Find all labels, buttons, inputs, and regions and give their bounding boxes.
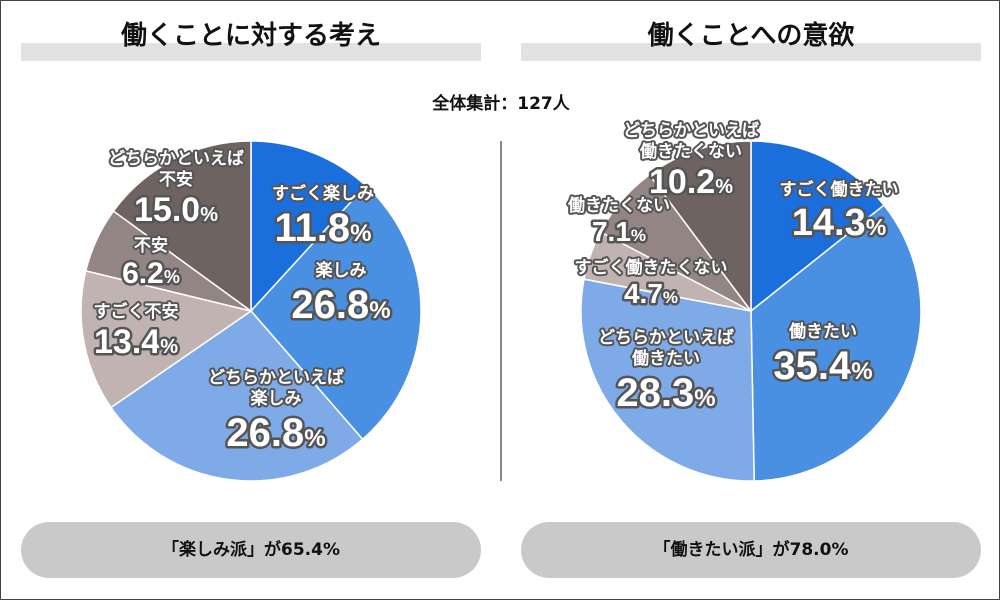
pie-slice <box>750 204 922 482</box>
slice-label: 楽しみ <box>316 260 367 281</box>
slice-value-label: 13.4% <box>94 323 178 361</box>
slice-value-label: 28.3% <box>616 371 715 415</box>
slice-value-label: 6.2% <box>122 257 180 290</box>
slice-label: 働きたい <box>631 348 700 369</box>
pie-slice <box>112 140 252 313</box>
pie-slice <box>249 184 422 441</box>
slice-value-label: 11.8% <box>275 206 372 250</box>
pie-slice <box>109 310 364 482</box>
slice-value-label: 7.1% <box>592 216 646 247</box>
slice-label: どちらかといえば <box>108 149 244 169</box>
slice-label: すごく楽しみ <box>272 183 374 204</box>
slice-value-label: 26.8% <box>291 283 390 327</box>
pie-slice <box>250 140 367 313</box>
slice-label: すごく働きたい <box>780 179 899 200</box>
slice-label: 不安 <box>159 169 193 190</box>
slice-value-label: 15.0% <box>134 191 218 229</box>
slice-label: すごく不安 <box>94 301 179 322</box>
pie-slice <box>80 269 253 409</box>
slice-label: 働きたくない <box>639 141 742 162</box>
right-title-underline <box>521 43 981 61</box>
slice-value-label: 35.4% <box>773 344 872 388</box>
total-respondents-label: 全体集計：127人 <box>432 94 570 114</box>
left-chart-title: 働くことに対する考え <box>120 21 381 51</box>
slice-value-label: 14.3% <box>792 202 886 244</box>
slice-label: 不安 <box>134 235 168 256</box>
slice-value-label: 10.2% <box>649 163 733 201</box>
slice-label: どちらかといえば <box>623 121 759 141</box>
pie-slice <box>750 140 886 313</box>
right-summary-pill: 「働きたい派」が78.0% <box>521 522 981 578</box>
right-chart-title: 働くことへの意欲 <box>647 21 855 51</box>
slice-label: 働きたくない <box>567 195 670 216</box>
left-pie-chart: すごく楽しみ11.8%楽しみ26.8%どちらかといえば楽しみ26.8%すごく不安… <box>80 140 422 482</box>
chart-divider <box>500 141 502 481</box>
slice-value-label: 4.7% <box>624 278 678 309</box>
pie-slice <box>648 140 752 314</box>
left-summary-pill: 「楽しみ派」が65.4% <box>21 522 481 578</box>
slice-value-label: 26.8% <box>226 411 325 455</box>
right-pie-chart: すごく働きたい14.3%働きたい35.4%どちらかといえば働きたい28.3%すご… <box>565 119 922 482</box>
left-title-underline <box>21 43 481 61</box>
pie-slice <box>580 278 755 482</box>
slice-label: どちらかといえば <box>208 368 344 388</box>
slice-label: どちらかといえば <box>598 328 734 348</box>
slice-label: 楽しみ <box>251 388 302 409</box>
slice-label: すごく働きたくない <box>575 257 728 278</box>
slice-label: 働きたい <box>788 321 857 342</box>
